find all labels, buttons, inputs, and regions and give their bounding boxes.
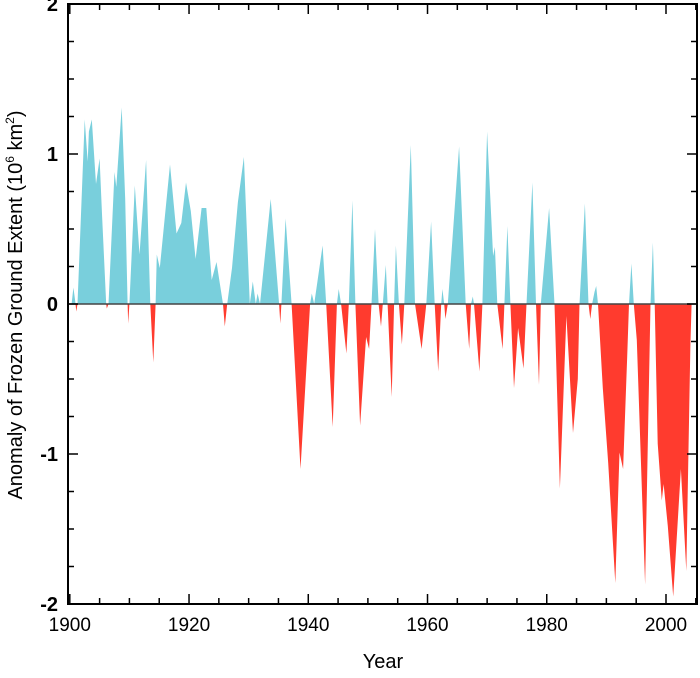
y-tick-label: -2	[40, 594, 58, 616]
x-tick-label: 1980	[526, 615, 568, 636]
axis-ticks	[68, 3, 697, 605]
x-tick-labels: 1900 1920 1940 1960 1980 2000	[49, 615, 687, 636]
y-tick-label: 1	[47, 144, 58, 166]
y-axis-label: Anomaly of Frozen Ground Extent (106 km2…	[3, 110, 27, 499]
positive-anomaly-area	[71, 107, 692, 304]
area-series	[71, 107, 692, 597]
y-tick-label: 2	[47, 0, 58, 16]
x-tick-label: 1900	[49, 615, 91, 636]
x-tick-label: 1920	[168, 615, 210, 636]
x-tick-label: 2000	[645, 615, 687, 636]
negative-anomaly-area	[71, 304, 692, 597]
y-tick-labels: -2 -1 0 1 2	[40, 0, 58, 616]
x-tick-label: 1940	[287, 615, 329, 636]
y-tick-label: 0	[47, 294, 58, 316]
y-tick-label: -1	[40, 444, 58, 466]
x-tick-label: 1960	[406, 615, 448, 636]
x-axis-label: Year	[363, 651, 404, 673]
